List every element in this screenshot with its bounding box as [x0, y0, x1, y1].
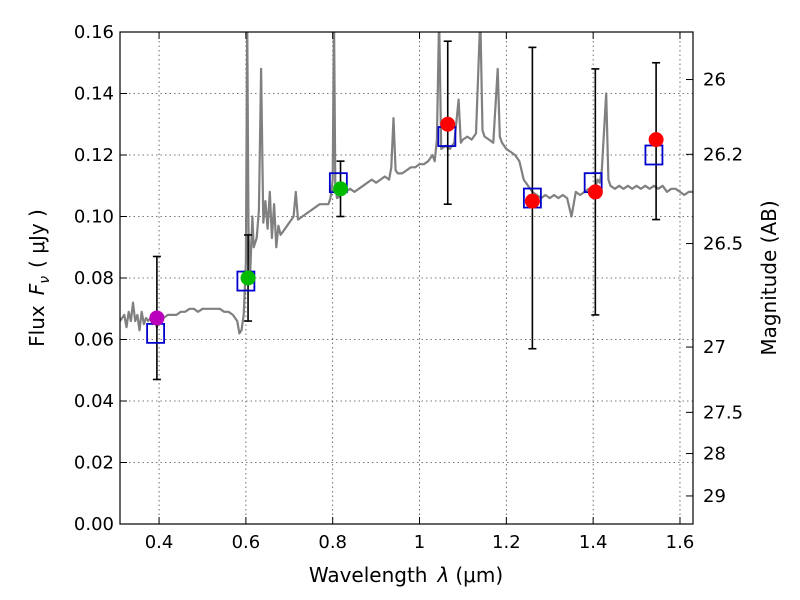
right-axis-label: Magnitude (AB) [757, 200, 781, 355]
y-tick-label: 0.02 [74, 453, 114, 474]
right-tick-label: 27.5 [703, 402, 743, 423]
y-axis-label: FluxFν( μJy ) [25, 209, 53, 347]
error-bars [152, 40, 661, 381]
y-tick-label: 0.00 [74, 514, 114, 535]
right-tick-label: 26.5 [703, 234, 743, 255]
observed-flux-point [440, 116, 456, 132]
observed-flux-point [524, 193, 540, 209]
y-axis-ticks: 0.00 0.02 0.04 0.06 0.08 0.10 0.12 0.14 0.16 [74, 22, 127, 535]
model-photometry [146, 126, 664, 344]
observed-flux-point [149, 310, 165, 326]
x-tick-label: 0.6 [232, 532, 261, 553]
right-tick-label: 26 [703, 70, 726, 91]
observed-flux-point [648, 132, 664, 148]
right-axis-ticks: 26 26.2 26.5 27 27.5 28 29 [686, 70, 743, 507]
observed-flux-point [240, 270, 256, 286]
model-spectrum [120, 32, 693, 335]
y-tick-label: 0.08 [74, 268, 114, 289]
x-axis-ticks: 0.4 0.6 0.8 1 1.2 1.4 1.6 [145, 32, 695, 553]
y-tick-label: 0.04 [74, 391, 114, 412]
observed-flux-point [587, 184, 603, 200]
spectrum-line [120, 32, 693, 335]
x-tick-label: 1.4 [579, 532, 608, 553]
right-tick-label: 28 [703, 444, 726, 465]
x-tick-label: 0.8 [318, 532, 347, 553]
y-tick-label: 0.06 [74, 330, 114, 351]
x-tick-label: 1.6 [666, 532, 695, 553]
y-tick-label: 0.16 [74, 22, 114, 43]
y-tick-label: 0.10 [74, 207, 114, 228]
x-axis-label: Wavelength λ (μm) [309, 563, 503, 587]
observed-flux-point [333, 181, 349, 197]
y-tick-label: 0.14 [74, 84, 114, 105]
y-tick-label: 0.12 [74, 145, 114, 166]
observed-photometry [149, 116, 664, 326]
right-tick-label: 27 [703, 337, 726, 358]
x-tick-label: 0.4 [145, 532, 174, 553]
right-tick-label: 29 [703, 486, 726, 507]
x-tick-label: 1.2 [492, 532, 521, 553]
right-tick-label: 26.2 [703, 144, 743, 165]
x-tick-label: 1 [414, 532, 425, 553]
